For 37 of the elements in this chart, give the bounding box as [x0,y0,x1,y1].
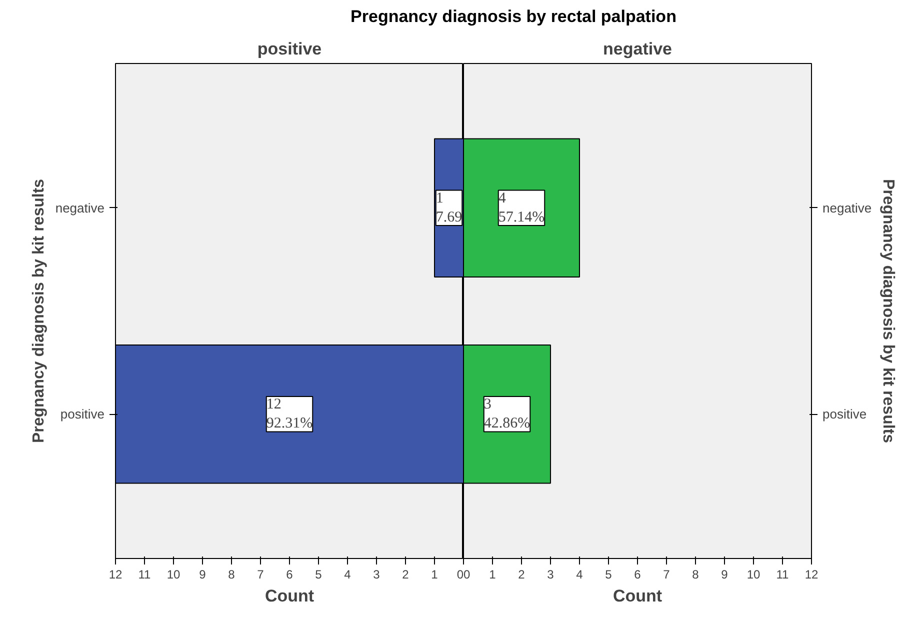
x-tick-label: 0 [464,568,470,582]
x-tick-label: 5 [605,568,612,582]
data-label: 4 57.14% [498,190,545,226]
x-tick-label: 10 [746,568,760,582]
x-tick-label: 11 [776,568,790,582]
x-tick-label: 2 [518,568,526,582]
x-tick-label: 9 [721,568,728,582]
x-tick-label: 12 [804,568,818,582]
chart-subtitle: negative [603,40,672,58]
x-tick-label: 3 [373,568,380,582]
x-tick-label: 4 [576,568,584,582]
x-tick-label: 3 [547,568,554,582]
x-tick-label: 7 [663,568,670,582]
x-tick-label: 11 [138,568,152,582]
x-tick-label: 12 [108,568,122,582]
x-tick-label: 4 [344,568,352,582]
x-tick-label: 2 [402,568,410,582]
x-tick-label: 10 [166,568,180,582]
x-tick-label: 5 [315,568,322,582]
y-axis-title: Pregnancy diagnosis by kit results [880,178,897,444]
x-tick-label: 1 [431,568,438,582]
x-tick-label: 8 [692,568,700,582]
text: Pregnancy diagnosis by rectal palpation [350,6,676,28]
y-axis-title: Pregnancy diagnosis by kit results [30,178,48,444]
x-tick-label: 7 [257,568,264,582]
x-tick-label: 1 [489,568,496,582]
data-label: 12 92.31% [266,396,313,432]
x-axis-title: Count [612,586,662,606]
data-label: 3 42.86% [484,396,530,432]
chart-subtitle: positive [257,40,322,58]
x-tick-label: 9 [199,568,206,582]
x-tick-label: 6 [286,568,294,582]
x-axis-title: Count [264,586,314,606]
data-label: 1 7.69 [436,190,462,226]
x-tick-label: 8 [228,568,236,582]
x-tick-label: 6 [634,568,642,582]
x-tick-label: 0 [456,568,464,582]
